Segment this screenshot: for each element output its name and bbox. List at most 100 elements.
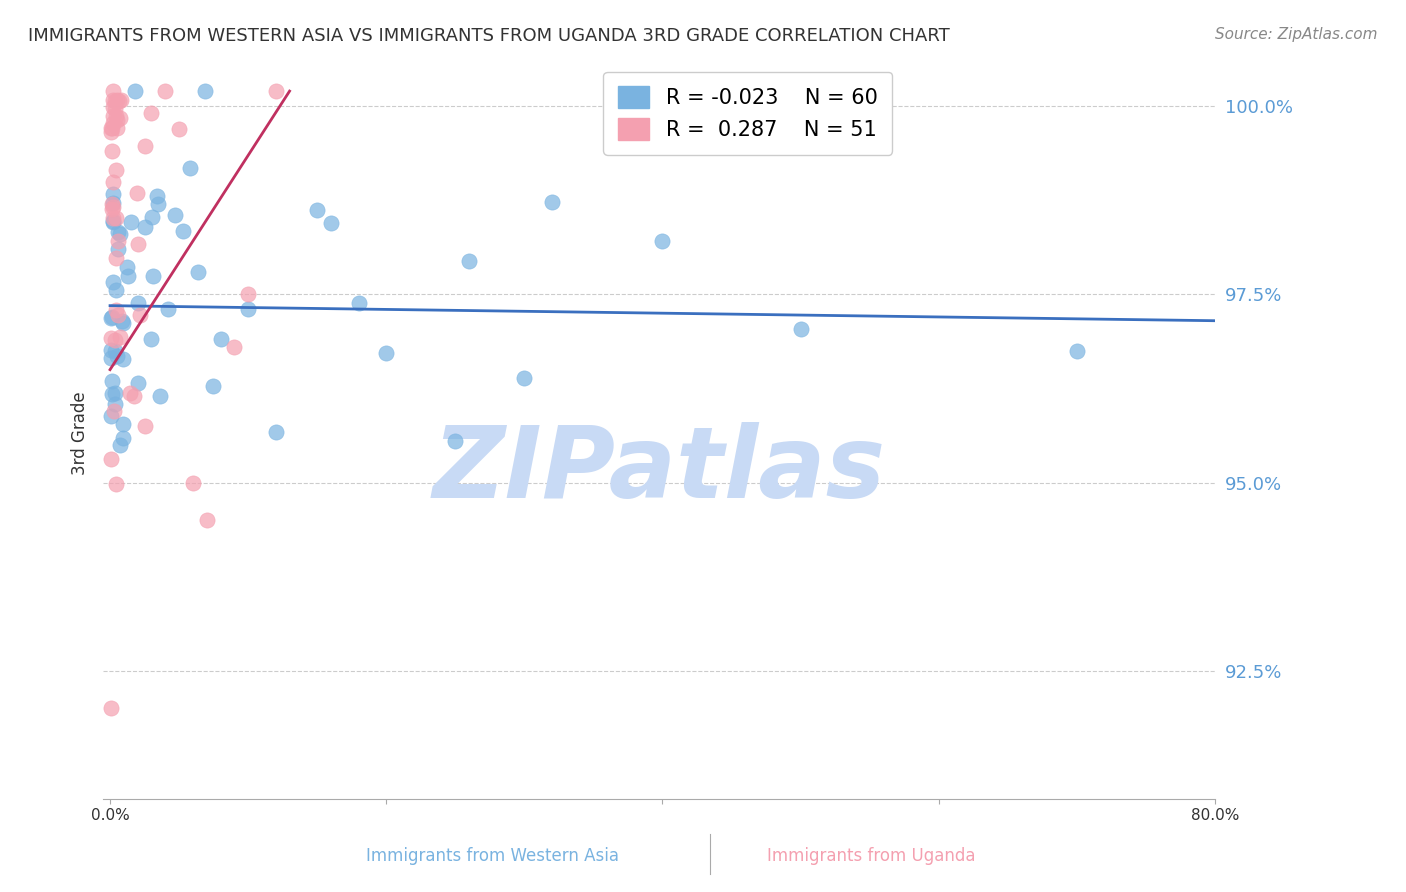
Point [127, 186, 149, 200]
Point [104, 252, 127, 266]
Point [107, 243, 129, 257]
Point [1066, 344, 1088, 359]
Point [155, 84, 177, 98]
Point [347, 296, 370, 310]
Point [101, 310, 124, 324]
Point [101, 387, 124, 401]
Point [100, 701, 122, 715]
Point [101, 175, 124, 189]
Point [145, 189, 167, 203]
Point [101, 202, 124, 216]
Point [127, 295, 149, 310]
Point [149, 389, 172, 403]
Point [127, 376, 149, 391]
Point [103, 404, 125, 418]
Point [104, 397, 127, 411]
Point [101, 197, 124, 211]
Point [100, 351, 122, 366]
Point [117, 268, 139, 283]
Point [141, 210, 163, 224]
Point [104, 211, 127, 225]
Point [181, 475, 204, 490]
Text: Immigrants from Western Asia: Immigrants from Western Asia [366, 847, 619, 865]
Point [107, 225, 129, 239]
Point [100, 331, 122, 345]
Point [105, 349, 128, 363]
Point [172, 224, 194, 238]
Point [104, 343, 127, 358]
Point [104, 386, 127, 401]
Point [104, 163, 127, 178]
Point [127, 237, 149, 252]
Point [101, 214, 124, 228]
Point [104, 477, 127, 491]
Point [100, 125, 122, 139]
Point [122, 389, 145, 403]
Point [105, 113, 128, 128]
Point [110, 93, 132, 107]
Point [101, 215, 124, 229]
Point [187, 265, 209, 279]
Point [100, 121, 122, 136]
Point [104, 94, 127, 108]
Point [209, 332, 232, 346]
Point [101, 84, 124, 98]
Point [115, 260, 138, 274]
Point [101, 144, 124, 158]
Point [103, 94, 125, 108]
Point [103, 116, 125, 130]
Point [101, 100, 124, 114]
Point [134, 139, 156, 153]
Point [100, 310, 122, 325]
Point [179, 161, 201, 175]
Point [541, 195, 564, 210]
Point [224, 340, 246, 354]
Y-axis label: 3rd Grade: 3rd Grade [72, 392, 89, 475]
Point [124, 84, 146, 98]
Point [134, 219, 156, 234]
Point [103, 187, 125, 202]
Point [142, 268, 165, 283]
Point [236, 287, 259, 301]
Point [165, 208, 187, 222]
Point [100, 121, 122, 136]
Point [651, 234, 673, 248]
Point [100, 343, 122, 358]
Point [112, 417, 135, 431]
Point [139, 333, 162, 347]
Point [103, 211, 125, 226]
Point [108, 330, 131, 344]
Text: Immigrants from Uganda: Immigrants from Uganda [768, 847, 976, 865]
Point [101, 195, 124, 210]
Point [111, 352, 134, 367]
Point [148, 196, 170, 211]
Legend: R = -0.023    N = 60, R =  0.287    N = 51: R = -0.023 N = 60, R = 0.287 N = 51 [603, 71, 893, 154]
Point [108, 94, 131, 108]
Point [108, 227, 131, 241]
Point [236, 301, 259, 316]
Point [128, 308, 150, 322]
Point [111, 431, 134, 445]
Point [120, 215, 142, 229]
Point [105, 93, 128, 107]
Point [118, 386, 141, 401]
Point [111, 314, 134, 328]
Text: Source: ZipAtlas.com: Source: ZipAtlas.com [1215, 27, 1378, 42]
Point [141, 105, 163, 120]
Point [105, 303, 128, 318]
Point [104, 109, 127, 123]
Text: IMMIGRANTS FROM WESTERN ASIA VS IMMIGRANTS FROM UGANDA 3RD GRADE CORRELATION CHA: IMMIGRANTS FROM WESTERN ASIA VS IMMIGRAN… [28, 27, 950, 45]
Point [103, 103, 125, 117]
Point [101, 375, 124, 389]
Point [105, 121, 128, 136]
Point [264, 425, 287, 439]
Point [264, 84, 287, 98]
Point [789, 322, 811, 336]
Point [458, 253, 481, 268]
Point [107, 234, 129, 248]
Point [167, 122, 190, 136]
Point [101, 275, 124, 289]
Point [103, 333, 125, 347]
Point [513, 371, 536, 385]
Point [111, 316, 134, 330]
